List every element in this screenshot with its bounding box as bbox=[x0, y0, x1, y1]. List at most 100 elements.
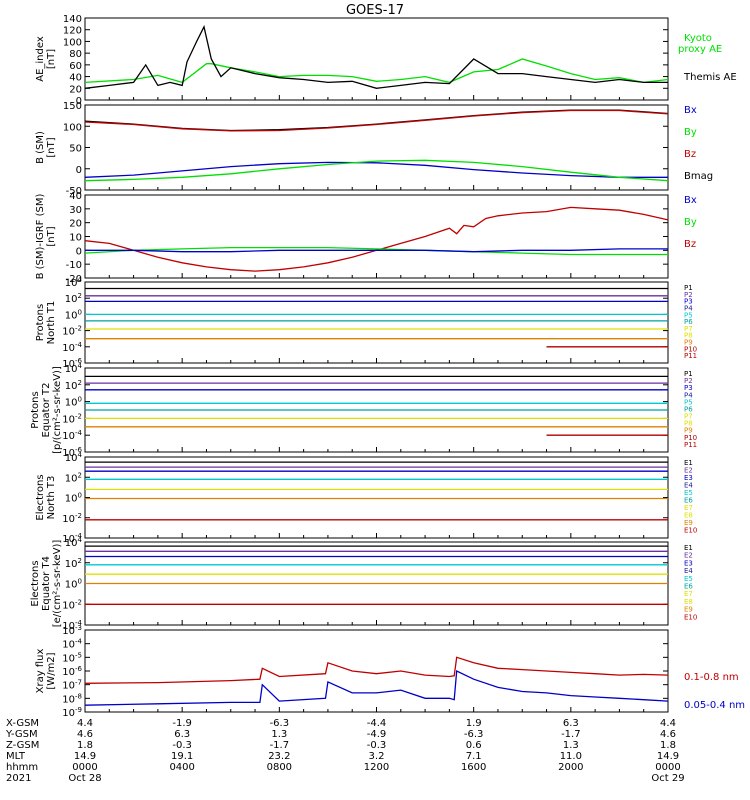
footer-value: 1.8 bbox=[77, 740, 93, 751]
y-tick-label: -10 bbox=[66, 260, 82, 271]
y-tick-label: 104 bbox=[65, 362, 83, 375]
legend-entry: P2 bbox=[684, 377, 693, 385]
series-bz bbox=[84, 206, 669, 272]
y-tick-label: 10-7 bbox=[62, 679, 82, 692]
legend-entry: P2 bbox=[684, 291, 693, 299]
legend-entry: P1 bbox=[684, 284, 693, 292]
series-bx bbox=[84, 161, 668, 178]
footer-row-label: MLT bbox=[6, 751, 26, 762]
y-axis-label: Xray flux bbox=[35, 649, 46, 694]
y-tick-label: 100 bbox=[63, 122, 82, 133]
footer-row-label: 2021 bbox=[6, 773, 31, 784]
legend-entry: E4 bbox=[684, 482, 693, 490]
legend-entry: P11 bbox=[684, 352, 697, 360]
y-tick-label: -50 bbox=[66, 186, 82, 197]
series-bx bbox=[85, 248, 668, 253]
y-axis-label: [nT] bbox=[46, 226, 57, 246]
footer-value: -6.3 bbox=[464, 729, 484, 740]
legend-entry: 0.05-0.4 nm bbox=[684, 700, 745, 711]
footer-value: 1.9 bbox=[466, 718, 482, 729]
legend-entry: E1 bbox=[684, 544, 693, 552]
legend-entry: E7 bbox=[684, 504, 693, 512]
series-by bbox=[84, 246, 668, 256]
footer-value: 1200 bbox=[364, 762, 389, 773]
y-tick-label: 104 bbox=[65, 451, 83, 464]
footer-value: -1.7 bbox=[561, 729, 581, 740]
y-axis-label: Electrons bbox=[35, 474, 46, 520]
legend-entry: E5 bbox=[684, 575, 693, 583]
y-axis-label: [e/(cm²-s-sr-keV)] bbox=[52, 540, 63, 628]
legend-entry: E7 bbox=[684, 590, 693, 598]
footer-row-label: Y-GSM bbox=[5, 729, 38, 740]
legend-entry: E9 bbox=[684, 519, 693, 527]
y-axis-label: North T1 bbox=[46, 301, 57, 345]
legend-entry: E8 bbox=[684, 512, 693, 520]
footer-value: 0.6 bbox=[466, 740, 482, 751]
footer-value: Oct 29 bbox=[651, 773, 684, 784]
panel-p_equator: 104 102 100 10-2 10-4 10-6 Protons Equator T2 [p… bbox=[30, 362, 697, 459]
legend-entry: P6 bbox=[684, 318, 693, 326]
y-tick-label: 104 bbox=[65, 536, 83, 549]
y-axis-label: Electrons bbox=[30, 560, 41, 606]
legend-entry: By bbox=[684, 217, 697, 228]
panel-xray: 10-310-410-510-610-710-810-9 Xray flux [W/… bbox=[35, 624, 745, 719]
legend-entry: P4 bbox=[684, 304, 693, 312]
y-tick-label: 10-2 bbox=[62, 512, 82, 525]
y-tick-label: 10-2 bbox=[62, 598, 82, 611]
y-tick-label: 104 bbox=[65, 276, 83, 289]
legend-entry: P1 bbox=[684, 370, 693, 378]
footer-value: 19.1 bbox=[171, 751, 193, 762]
y-tick-label: 80 bbox=[69, 49, 82, 60]
y-axis-label: [nT] bbox=[46, 137, 57, 157]
legend-entry: P7 bbox=[684, 413, 693, 421]
footer-value: 23.2 bbox=[268, 751, 290, 762]
y-axis-label: B (SM)-IGRF (SM) bbox=[35, 194, 46, 280]
series-kyoto-proxy-ae bbox=[84, 58, 669, 84]
footer-value: -0.3 bbox=[367, 740, 387, 751]
footer-row-label: X-GSM bbox=[6, 718, 39, 729]
legend-entry: proxy AE bbox=[678, 44, 722, 55]
y-tick-label: 30 bbox=[69, 205, 82, 216]
legend-entry: E8 bbox=[684, 598, 693, 606]
y-axis-label: [W/m2] bbox=[46, 652, 57, 689]
legend-entry: E2 bbox=[684, 467, 693, 475]
y-tick-label: 50 bbox=[69, 144, 82, 155]
y-tick-label: 102 bbox=[65, 471, 82, 484]
series-bz bbox=[84, 109, 669, 132]
y-tick-label: 100 bbox=[65, 578, 82, 591]
y-tick-label: 10-4 bbox=[62, 532, 82, 545]
y-tick-label: 10 bbox=[69, 233, 82, 244]
y-tick-label: 10-6 bbox=[62, 446, 82, 459]
legend-entry: P3 bbox=[684, 384, 693, 392]
y-axis-label: North T3 bbox=[46, 476, 57, 520]
legend-entry: E3 bbox=[684, 559, 693, 567]
y-axis-label: AE_index bbox=[35, 36, 46, 82]
legend-entry: P11 bbox=[684, 441, 697, 449]
legend-entry: Themis AE bbox=[683, 72, 737, 83]
legend-entry: E2 bbox=[684, 552, 693, 560]
footer-value: 4.6 bbox=[660, 729, 676, 740]
legend-entry: P4 bbox=[684, 391, 693, 399]
footer-value: 6.3 bbox=[174, 729, 190, 740]
panel-b: 150 100 50 0 -50 B (SM) [nT] Bx By Bz Bmag bbox=[35, 101, 713, 197]
legend-entry: P10 bbox=[684, 434, 697, 442]
footer-value: 14.9 bbox=[74, 751, 96, 762]
series-themis-ae bbox=[84, 24, 668, 89]
chart-title: GOES-17 bbox=[346, 3, 404, 18]
footer-value: 0400 bbox=[169, 762, 194, 773]
legend-entry: By bbox=[684, 127, 697, 138]
panel-frame bbox=[84, 456, 669, 539]
y-tick-label: 10-2 bbox=[62, 325, 82, 338]
panel-bigrf: 40 30 20 10 0 -10 -20 B (SM)-IGRF (SM) [nT] Bx By B… bbox=[35, 191, 697, 285]
y-tick-label: 102 bbox=[65, 379, 82, 392]
legend-entry: P3 bbox=[684, 298, 693, 306]
footer-value: 1.3 bbox=[563, 740, 579, 751]
y-tick-label: 120 bbox=[63, 26, 82, 37]
legend-entry: P5 bbox=[684, 398, 693, 406]
footer-value: 0000 bbox=[72, 762, 97, 773]
footer-row-label: hhmm bbox=[6, 762, 38, 773]
legend-entry: P7 bbox=[684, 325, 693, 333]
footer-value: 0000 bbox=[655, 762, 680, 773]
y-tick-label: 20 bbox=[69, 219, 82, 230]
